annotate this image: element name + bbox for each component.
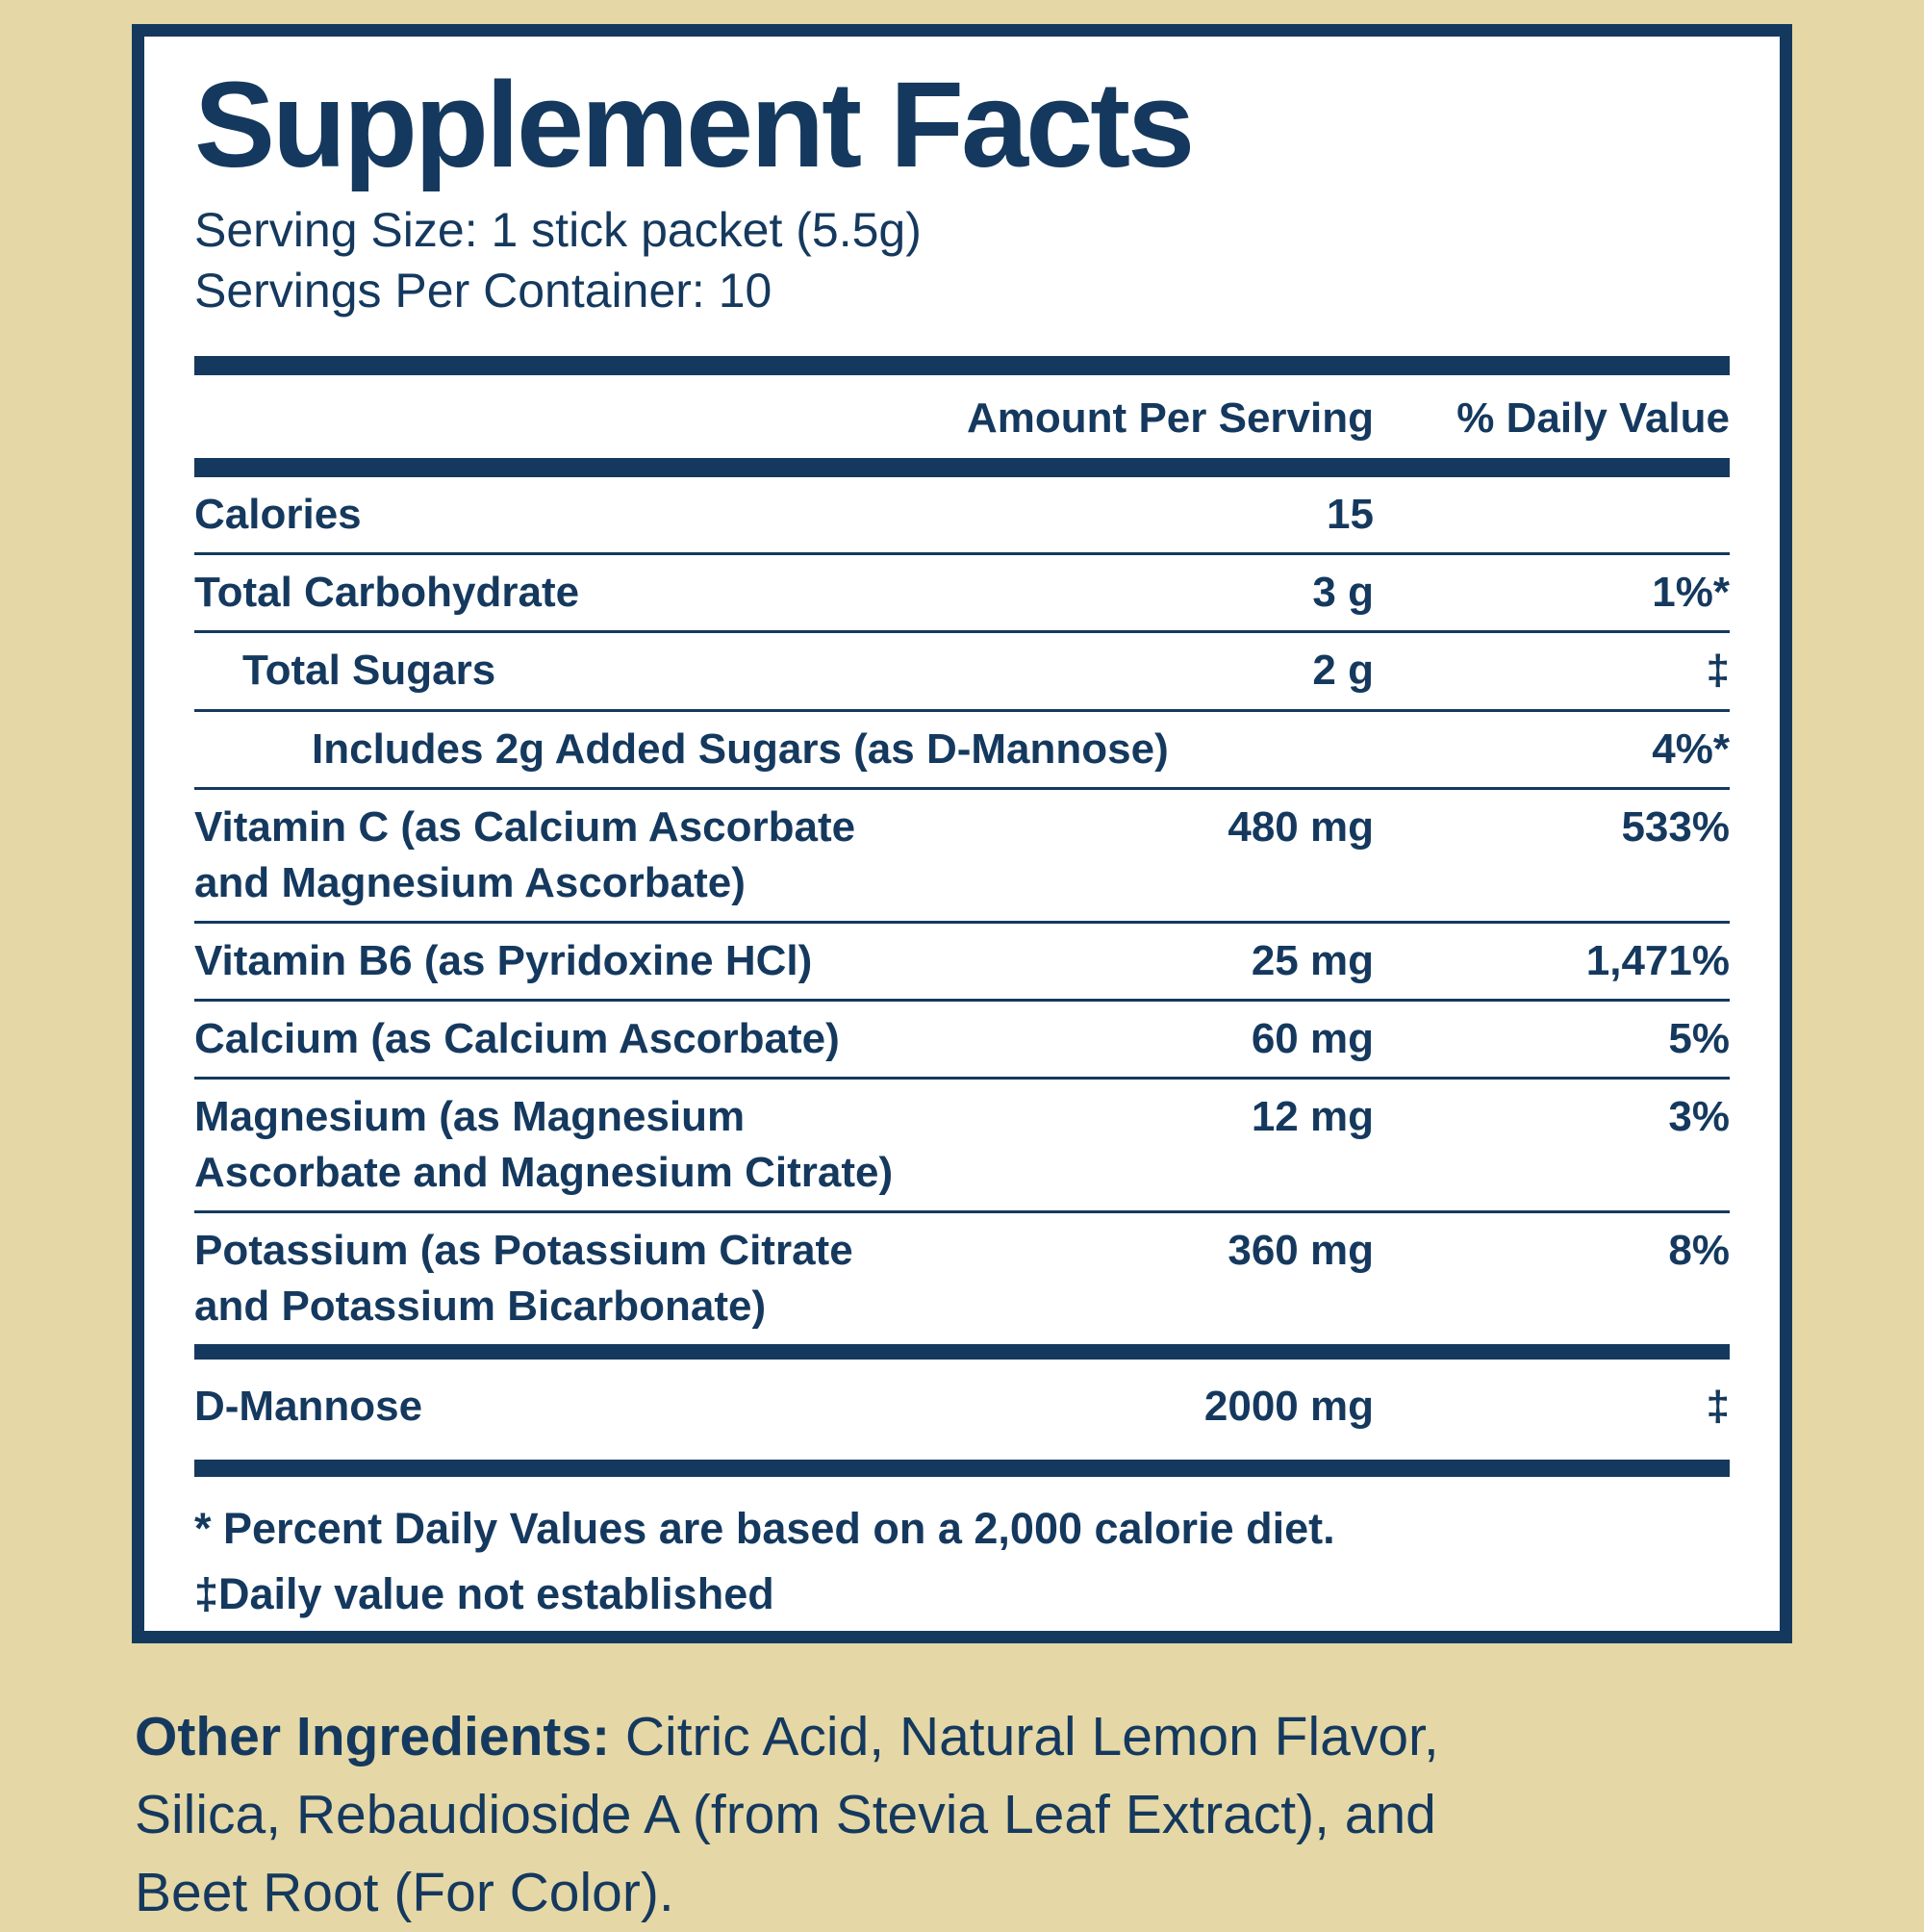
row-amount: 3 g bbox=[1312, 569, 1374, 617]
row-daily-value: ‡ bbox=[1706, 1383, 1730, 1431]
table-row-vitamin-c: Vitamin C (as Calcium Ascorbate and Magn… bbox=[194, 786, 1730, 921]
row-label: Calcium (as Calcium Ascorbate) bbox=[194, 1014, 840, 1062]
table-header-row: Amount Per Serving % Daily Value bbox=[194, 375, 1730, 458]
row-daily-value: 5% bbox=[1668, 1014, 1730, 1062]
column-header-amount: Amount Per Serving bbox=[967, 394, 1374, 443]
row-daily-value: 4%* bbox=[1652, 724, 1730, 773]
row-daily-value: 1%* bbox=[1652, 569, 1730, 617]
supplement-facts-panel: Supplement Facts Serving Size: 1 stick p… bbox=[132, 24, 1792, 1643]
table-row-potassium: Potassium (as Potassium Citrate and Pota… bbox=[194, 1210, 1730, 1344]
table-row-d-mannose: D-Mannose 2000 mg ‡ bbox=[194, 1360, 1730, 1460]
footnotes: * Percent Daily Values are based on a 2,… bbox=[194, 1496, 1730, 1626]
row-label: Potassium (as Potassium Citrate and Pota… bbox=[194, 1227, 853, 1331]
row-amount: 60 mg bbox=[1251, 1014, 1374, 1062]
row-label: D-Mannose bbox=[194, 1383, 423, 1431]
other-ingredients-text: Citric Acid, Natural Lemon Flavor, Silic… bbox=[135, 1706, 1439, 1923]
table-row-calories: Calories 15 bbox=[194, 477, 1730, 552]
row-label: Magnesium (as Magnesium Ascorbate and Ma… bbox=[194, 1092, 894, 1196]
table-row-total-carbohydrate: Total Carbohydrate 3 g 1%* bbox=[194, 552, 1730, 630]
row-amount: 12 mg bbox=[1251, 1092, 1374, 1140]
row-label: Vitamin C (as Calcium Ascorbate and Magn… bbox=[194, 802, 856, 906]
divider-bar bbox=[194, 1460, 1730, 1478]
table-row-magnesium: Magnesium (as Magnesium Ascorbate and Ma… bbox=[194, 1076, 1730, 1210]
row-label: Total Carbohydrate bbox=[194, 569, 580, 617]
footnote-daily-values: * Percent Daily Values are based on a 2,… bbox=[194, 1504, 1335, 1554]
divider-bar bbox=[194, 458, 1730, 478]
row-amount: 25 mg bbox=[1251, 936, 1374, 984]
divider-bar bbox=[194, 356, 1730, 376]
row-label: Total Sugars bbox=[242, 647, 496, 695]
row-daily-value: 8% bbox=[1668, 1227, 1730, 1275]
serving-size-line: Serving Size: 1 stick packet (5.5g) bbox=[194, 203, 922, 258]
table-row-added-sugars: Includes 2g Added Sugars (as D-Mannose) … bbox=[194, 708, 1730, 787]
servings-per-container-line: Servings Per Container: 10 bbox=[194, 264, 772, 318]
other-ingredients-paragraph: Other Ingredients: Citric Acid, Natural … bbox=[135, 1698, 1828, 1932]
row-daily-value: 533% bbox=[1621, 802, 1730, 851]
table-row-vitamin-b6: Vitamin B6 (as Pyridoxine HCl) 25 mg 1,4… bbox=[194, 920, 1730, 999]
nutrient-table: Calories 15 Total Carbohydrate 3 g 1%* T… bbox=[194, 477, 1730, 1344]
table-row-total-sugars: Total Sugars 2 g ‡ bbox=[194, 630, 1730, 708]
row-amount: 360 mg bbox=[1228, 1227, 1374, 1275]
row-daily-value: ‡ bbox=[1706, 647, 1730, 695]
row-label: Vitamin B6 (as Pyridoxine HCl) bbox=[194, 936, 813, 984]
row-label: Calories bbox=[194, 491, 362, 539]
other-ingredients-label: Other Ingredients: bbox=[135, 1706, 611, 1767]
column-header-daily-value: % Daily Value bbox=[1456, 394, 1730, 443]
row-amount: 15 bbox=[1327, 491, 1374, 539]
divider-bar bbox=[194, 1344, 1730, 1360]
panel-title: Supplement Facts bbox=[194, 57, 1195, 192]
row-amount: 2 g bbox=[1312, 647, 1374, 695]
row-amount: 480 mg bbox=[1228, 802, 1374, 851]
row-daily-value: 1,471% bbox=[1585, 936, 1730, 984]
row-label: Includes 2g Added Sugars (as D-Mannose) bbox=[312, 724, 1169, 773]
row-daily-value: 3% bbox=[1668, 1092, 1730, 1140]
footnote-not-established: ‡Daily value not established bbox=[194, 1568, 774, 1618]
table-row-calcium: Calcium (as Calcium Ascorbate) 60 mg 5% bbox=[194, 998, 1730, 1077]
row-amount: 2000 mg bbox=[1203, 1383, 1374, 1431]
